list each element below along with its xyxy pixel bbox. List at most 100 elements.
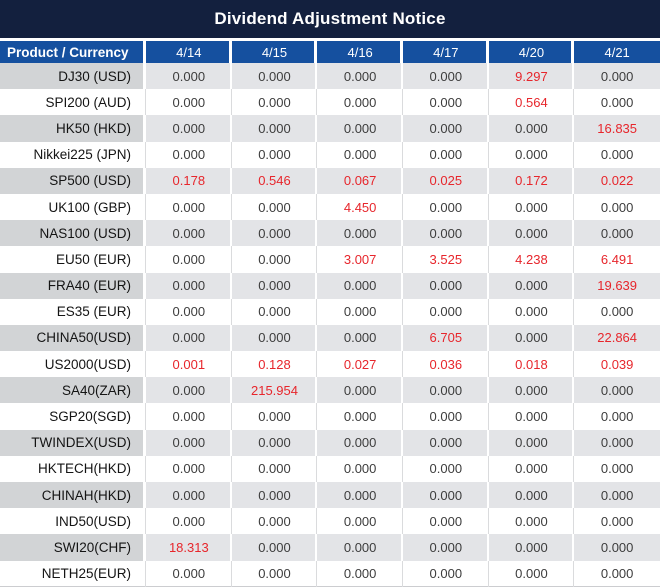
- value-cell: 0.000: [317, 455, 403, 482]
- value-cell: 0.000: [146, 403, 232, 430]
- value-cell: 0.000: [146, 193, 232, 221]
- product-cell: ES35 (EUR): [0, 298, 146, 325]
- value-cell: 4.450: [317, 193, 403, 221]
- value-cell: 0.000: [574, 193, 660, 221]
- value-cell: 0.000: [317, 115, 403, 142]
- table-row: HK50 (HKD) 0.000 0.000 0.000 0.000 0.000 16.83…: [0, 115, 660, 142]
- value-cell: 0.000: [231, 89, 318, 116]
- value-cell: 0.000: [231, 115, 318, 142]
- value-cell: 0.000: [574, 298, 660, 325]
- value-cell: 0.000: [402, 63, 489, 90]
- value-cell: 0.000: [146, 272, 232, 299]
- value-cell: 0.000: [402, 272, 489, 299]
- value-cell: 0.000: [146, 246, 232, 273]
- table-row: Nikkei225 (JPN) 0.000 0.000 0.000 0.000 0.000…: [0, 141, 660, 168]
- value-cell: 0.564: [488, 89, 575, 116]
- product-cell: SWI20(CHF): [0, 534, 146, 561]
- value-cell: 0.546: [231, 167, 318, 194]
- value-cell: 0.000: [146, 220, 232, 247]
- value-cell: 0.000: [574, 89, 660, 116]
- table-row: DJ30 (USD) 0.000 0.000 0.000 0.000 9.297 0.000: [0, 63, 660, 90]
- value-cell: 0.000: [402, 429, 489, 456]
- product-cell: IND50(USD): [0, 508, 146, 535]
- table-row: EU50 (EUR) 0.000 0.000 3.007 3.525 4.238 6.491: [0, 246, 660, 273]
- table-row: CHINA50(USD) 0.000 0.000 0.000 6.705 0.000 22.…: [0, 324, 660, 352]
- value-cell: 0.022: [574, 167, 660, 194]
- value-cell: 0.000: [317, 534, 403, 561]
- value-cell: 0.000: [317, 272, 403, 299]
- value-cell: 0.000: [488, 377, 575, 404]
- value-cell: 0.000: [488, 508, 575, 535]
- value-cell: 0.172: [488, 167, 575, 194]
- date-column-header: 4/20: [488, 41, 575, 63]
- value-cell: 3.525: [402, 246, 489, 273]
- value-cell: 0.000: [146, 324, 232, 352]
- value-cell: 0.025: [402, 167, 489, 194]
- value-cell: 22.864: [574, 324, 660, 352]
- value-cell: 0.000: [231, 193, 318, 221]
- table-row: SWI20(CHF) 18.313 0.000 0.000 0.000 0.000 0.00…: [0, 534, 660, 561]
- title-bar: Dividend Adjustment Notice: [0, 0, 660, 38]
- value-cell: 0.000: [488, 220, 575, 247]
- value-cell: 0.000: [146, 141, 232, 168]
- table-row: HKTECH(HKD) 0.000 0.000 0.000 0.000 0.000 0.00…: [0, 455, 660, 482]
- value-cell: 0.000: [488, 298, 575, 325]
- value-cell: 0.000: [574, 560, 660, 587]
- value-cell: 0.000: [574, 141, 660, 168]
- date-column-header: 4/21: [574, 41, 660, 63]
- value-cell: 0.000: [317, 63, 403, 90]
- value-cell: 0.000: [402, 141, 489, 168]
- table-row: UK100 (GBP) 0.000 0.000 4.450 0.000 0.000 0.00…: [0, 193, 660, 221]
- value-cell: 0.000: [402, 560, 489, 587]
- value-cell: 0.000: [402, 482, 489, 509]
- product-cell: EU50 (EUR): [0, 246, 146, 273]
- value-cell: 0.000: [488, 403, 575, 430]
- value-cell: 0.018: [488, 351, 575, 378]
- value-cell: 16.835: [574, 115, 660, 142]
- value-cell: 0.000: [317, 403, 403, 430]
- table-row: SP500 (USD) 0.178 0.546 0.067 0.025 0.172 0.02…: [0, 167, 660, 194]
- value-cell: 0.000: [146, 115, 232, 142]
- value-cell: 0.000: [231, 455, 318, 482]
- product-cell: SGP20(SGD): [0, 403, 146, 430]
- value-cell: 0.000: [488, 482, 575, 509]
- table-row: NETH25(EUR) 0.000 0.000 0.000 0.000 0.000 0.00…: [0, 560, 660, 587]
- value-cell: 0.178: [146, 167, 232, 194]
- product-cell: SP500 (USD): [0, 167, 146, 194]
- value-cell: 0.000: [402, 455, 489, 482]
- value-cell: 0.000: [402, 403, 489, 430]
- value-cell: 0.000: [488, 560, 575, 587]
- date-column-header: 4/15: [231, 41, 318, 63]
- value-cell: 0.000: [574, 63, 660, 90]
- value-cell: 0.000: [488, 193, 575, 221]
- value-cell: 3.007: [317, 246, 403, 273]
- value-cell: 0.000: [317, 429, 403, 456]
- value-cell: 0.000: [574, 482, 660, 509]
- table-row: SGP20(SGD) 0.000 0.000 0.000 0.000 0.000 0.000: [0, 403, 660, 430]
- header-row: Product / Currency 4/14 4/15 4/16 4/17 4/20 4/…: [0, 41, 660, 63]
- value-cell: 0.000: [402, 220, 489, 247]
- date-column-header: 4/14: [146, 41, 232, 63]
- table-row: IND50(USD) 0.000 0.000 0.000 0.000 0.000 0.000: [0, 508, 660, 535]
- value-cell: 0.000: [231, 246, 318, 273]
- table-row: NAS100 (USD) 0.000 0.000 0.000 0.000 0.000 0.0…: [0, 220, 660, 247]
- product-cell: DJ30 (USD): [0, 63, 146, 90]
- value-cell: 0.000: [317, 141, 403, 168]
- value-cell: 0.000: [317, 508, 403, 535]
- table-row: CHINAH(HKD) 0.000 0.000 0.000 0.000 0.000 0.00…: [0, 482, 660, 509]
- value-cell: 0.036: [402, 351, 489, 378]
- product-currency-header: Product / Currency: [0, 41, 146, 63]
- value-cell: 4.238: [488, 246, 575, 273]
- value-cell: 0.000: [488, 429, 575, 456]
- value-cell: 0.128: [231, 351, 318, 378]
- value-cell: 0.067: [317, 167, 403, 194]
- table-row: SA40(ZAR) 0.000 215.954 0.000 0.000 0.000 0.00…: [0, 377, 660, 404]
- value-cell: 0.000: [402, 193, 489, 221]
- value-cell: 0.000: [146, 63, 232, 90]
- product-cell: TWINDEX(USD): [0, 429, 146, 456]
- value-cell: 0.000: [488, 324, 575, 352]
- date-column-header: 4/17: [402, 41, 489, 63]
- product-cell: Nikkei225 (JPN): [0, 141, 146, 168]
- table-body: DJ30 (USD) 0.000 0.000 0.000 0.000 9.297 0.000…: [0, 63, 660, 587]
- value-cell: 0.000: [146, 429, 232, 456]
